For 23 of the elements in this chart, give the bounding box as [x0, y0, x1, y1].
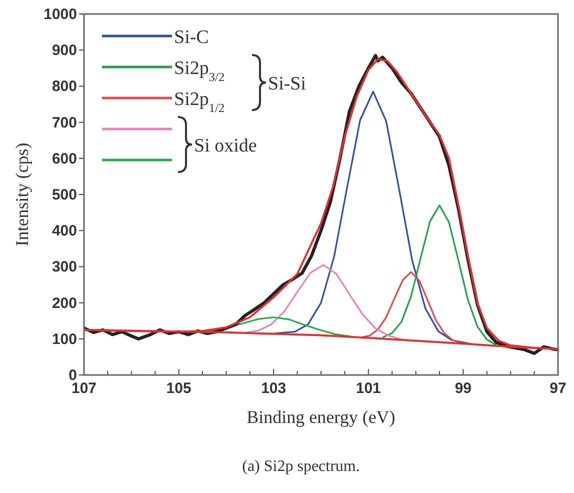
x-tick-label: 101: [356, 380, 381, 397]
y-tick-label: 600: [52, 150, 77, 168]
y-tick-label: 700: [52, 114, 77, 132]
x-tick-label: 103: [261, 380, 286, 397]
y-tick-label: 1000: [44, 6, 77, 23]
y-tick-label: 300: [52, 258, 77, 276]
y-tick-label: 900: [52, 42, 77, 60]
y-tick-label: 500: [52, 186, 77, 204]
x-tick-label: 99: [454, 380, 472, 397]
y-axis-title: Intensity (cps): [12, 142, 32, 246]
y-tick-label: 100: [52, 330, 77, 348]
text: (a) Si2p spectrum.: [242, 458, 360, 475]
y-tick-label: 200: [52, 294, 77, 312]
legend-label: Si-C: [174, 27, 209, 48]
x-tick-label: 97: [550, 380, 566, 397]
y-tick-label: 800: [52, 78, 77, 96]
x-axis-title: Binding energy (eV): [246, 407, 396, 427]
annotation: Si oxide: [194, 136, 257, 156]
legend-label: Si2p$_{3/2}$: [174, 58, 225, 84]
legend-label: Si2p$_{1/2}$: [174, 89, 225, 115]
y-tick-label: 400: [52, 222, 77, 240]
x-tick-label: 105: [166, 380, 192, 397]
annotation: Si-Si: [268, 74, 306, 94]
